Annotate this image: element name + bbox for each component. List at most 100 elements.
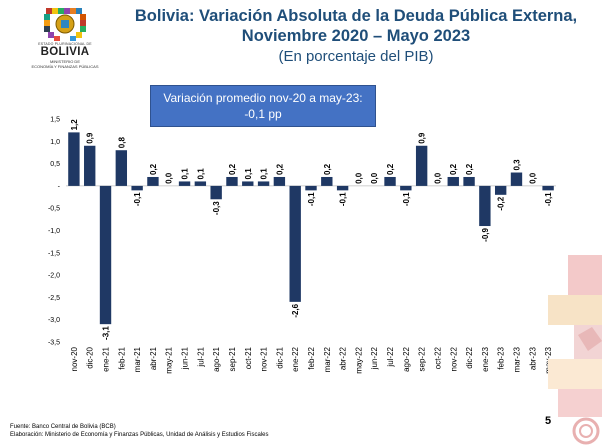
x-tick-label: abr-23 bbox=[528, 346, 537, 370]
data-label: 0,2 bbox=[228, 163, 237, 175]
bar-ene-22 bbox=[289, 185, 301, 302]
data-label: 0,8 bbox=[117, 137, 126, 149]
bar-ene-23 bbox=[479, 185, 491, 227]
data-label: 0,1 bbox=[196, 168, 205, 180]
x-tick-label: abr-21 bbox=[149, 346, 158, 370]
x-tick-label: feb-22 bbox=[307, 346, 316, 369]
bar-feb-21 bbox=[115, 150, 128, 186]
data-label: -0,1 bbox=[307, 192, 316, 206]
bar-jul-22 bbox=[384, 176, 396, 186]
bar-nov-22 bbox=[447, 176, 459, 186]
bar-jun-21 bbox=[178, 181, 191, 186]
bar-dic-22 bbox=[463, 176, 475, 186]
data-label: 0,2 bbox=[323, 163, 332, 175]
y-tick-label: -3,0 bbox=[48, 317, 60, 324]
page-subtitle: (En porcentaje del PIB) bbox=[278, 48, 434, 65]
data-label: 0,1 bbox=[181, 168, 190, 180]
data-label: 0,0 bbox=[528, 172, 537, 184]
decorative-pattern bbox=[548, 255, 602, 445]
y-tick-label: -2,0 bbox=[48, 273, 60, 280]
data-label: -0,1 bbox=[402, 192, 411, 206]
data-label: 0,1 bbox=[244, 168, 253, 180]
x-tick-label: dic-21 bbox=[275, 346, 284, 368]
data-label: 0,2 bbox=[465, 163, 474, 175]
bar-feb-22 bbox=[305, 185, 317, 191]
x-tick-label: nov-22 bbox=[449, 346, 458, 371]
data-label: 0,0 bbox=[370, 172, 379, 184]
data-label: -0,1 bbox=[544, 192, 553, 206]
average-callout-box: Variación promedio nov-20 a may-23: -0,1… bbox=[150, 85, 376, 127]
data-label: 0,1 bbox=[260, 168, 269, 180]
x-tick-label: feb-23 bbox=[497, 346, 506, 369]
x-tick-label: may-22 bbox=[354, 346, 363, 373]
x-tick-label: ene-23 bbox=[481, 346, 490, 371]
x-tick-label: nov-21 bbox=[260, 346, 269, 371]
data-label: 0,0 bbox=[165, 172, 174, 184]
y-tick-label: -2,5 bbox=[48, 295, 60, 302]
logo-top-text: ESTADO PLURINACIONAL DE bbox=[38, 42, 92, 46]
data-label: -3,1 bbox=[102, 326, 111, 340]
bar-mar-21 bbox=[131, 185, 143, 191]
x-tick-label: may-21 bbox=[165, 346, 174, 373]
data-label: 0,2 bbox=[449, 163, 458, 175]
x-tick-label: mar-22 bbox=[323, 346, 332, 372]
x-tick-label: abr-22 bbox=[339, 346, 348, 370]
x-tick-label: ago-22 bbox=[402, 346, 411, 371]
y-tick-label: 1,0 bbox=[50, 139, 60, 146]
bar-sep-21 bbox=[226, 176, 238, 186]
callout-line-1: Variación promedio nov-20 a may-23: bbox=[163, 91, 363, 105]
x-tick-label: jul-21 bbox=[196, 346, 205, 367]
page-number: 5 bbox=[545, 415, 552, 427]
bar-sep-22 bbox=[415, 145, 428, 186]
bar-ago-22 bbox=[400, 185, 412, 191]
x-tick-labels-group: nov-20 dic-20 ene-21 feb-21 mar-21 abr-21 may-… bbox=[70, 346, 553, 373]
bar-dic-21 bbox=[273, 176, 286, 186]
bar-ago-21 bbox=[210, 185, 222, 200]
x-tick-label: ago-21 bbox=[212, 346, 221, 371]
logo-country: BOLIVIA bbox=[40, 46, 90, 58]
y-tick-label: 1,5 bbox=[50, 117, 60, 124]
data-label: 0,2 bbox=[386, 163, 395, 175]
x-tick-label: sep-21 bbox=[228, 346, 237, 371]
source-notes: Fuente: Banco Central de Bolivia (BCB) E… bbox=[10, 423, 268, 439]
y-tick-label: -0,5 bbox=[48, 206, 60, 213]
y-tick-label: 0,5 bbox=[50, 161, 60, 168]
data-labels-group: 1,2 0,9 -3,1 0,8 -0,1 0,2 0,0 0,1 0,1 -0,3 0,2 0,1 0… bbox=[70, 119, 553, 340]
data-label: 0,9 bbox=[418, 132, 427, 144]
bar-dic-20 bbox=[84, 145, 96, 186]
ministry-logo: ESTADO PLURINACIONAL DE BOLIVIA MINISTER… bbox=[22, 6, 108, 76]
x-tick-label: ene-21 bbox=[102, 346, 111, 371]
title-line-2: Noviembre 2020 – Mayo 2023 bbox=[241, 27, 471, 45]
data-label: -0,9 bbox=[481, 228, 490, 242]
x-tick-label: feb-21 bbox=[117, 346, 126, 369]
bar-nov-21 bbox=[257, 181, 270, 186]
logo-ministry-line2: ECONOMÍA Y FINANZAS PÚBLICAS bbox=[31, 64, 99, 69]
data-label: 1,2 bbox=[70, 119, 79, 131]
bar-abr-21 bbox=[147, 176, 159, 186]
bars-group bbox=[68, 132, 554, 325]
bar-nov-20 bbox=[68, 132, 80, 186]
bar-abr-22 bbox=[336, 185, 349, 191]
coat-of-arms-icon bbox=[44, 8, 86, 41]
y-tick-label: -3,5 bbox=[48, 340, 60, 347]
x-tick-label: dic-22 bbox=[465, 346, 474, 368]
data-label: -0,3 bbox=[212, 201, 221, 215]
bar-mar-22 bbox=[321, 176, 333, 186]
page-title: Bolivia: Variación Absoluta de la Deuda … bbox=[112, 6, 600, 46]
data-label: 0,2 bbox=[275, 163, 284, 175]
data-label: -0,1 bbox=[133, 192, 142, 206]
x-tick-label: mar-21 bbox=[133, 346, 142, 372]
data-label: 0,9 bbox=[86, 132, 95, 144]
x-tick-label: jul-22 bbox=[386, 346, 395, 367]
data-label: -0,1 bbox=[339, 192, 348, 206]
x-tick-label: oct-22 bbox=[433, 346, 442, 369]
data-label: 0,0 bbox=[354, 172, 363, 184]
x-tick-label: sep-22 bbox=[418, 346, 427, 371]
x-tick-label: jun-22 bbox=[370, 346, 379, 370]
x-tick-label: oct-21 bbox=[244, 346, 253, 369]
x-tick-label: jun-21 bbox=[181, 346, 190, 370]
callout-line-2: -0,1 pp bbox=[244, 107, 282, 121]
bar-feb-23 bbox=[494, 185, 507, 195]
bar-mar-23 bbox=[510, 172, 523, 186]
